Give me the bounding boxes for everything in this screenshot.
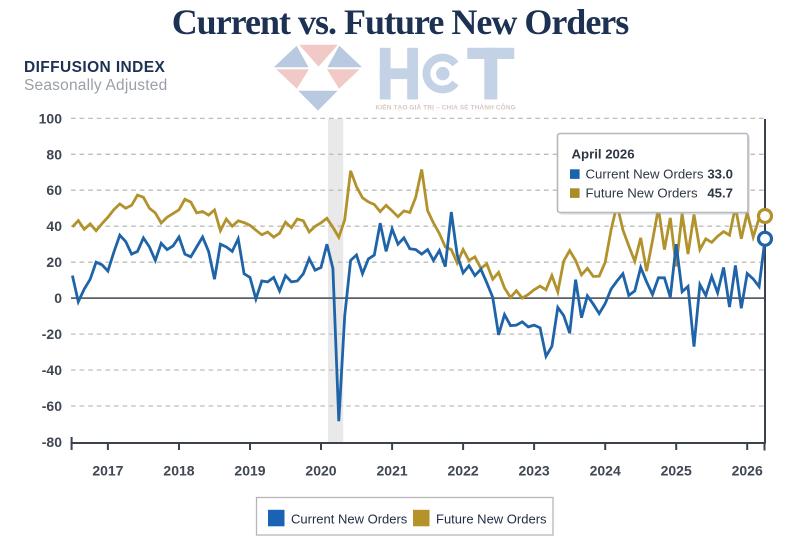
svg-text:Current New Orders: Current New Orders <box>586 167 704 182</box>
svg-text:KIẾN TẠO GIÁ TRỊ – CHIA SẺ THÀ: KIẾN TẠO GIÁ TRỊ – CHIA SẺ THÀNH CÔNG <box>376 102 516 112</box>
svg-text:0: 0 <box>54 290 62 306</box>
svg-text:Future New Orders: Future New Orders <box>436 512 547 527</box>
svg-text:2023: 2023 <box>519 463 550 479</box>
svg-text:60: 60 <box>46 182 62 198</box>
svg-text:-80: -80 <box>42 434 62 450</box>
svg-text:2018: 2018 <box>163 463 194 479</box>
svg-text:40: 40 <box>46 218 62 234</box>
svg-text:2025: 2025 <box>661 463 692 479</box>
svg-text:April 2026: April 2026 <box>572 147 635 162</box>
svg-text:100: 100 <box>39 110 63 126</box>
svg-text:2022: 2022 <box>448 463 479 479</box>
svg-text:2021: 2021 <box>377 463 408 479</box>
svg-text:45.7: 45.7 <box>707 186 733 201</box>
svg-text:-40: -40 <box>42 362 62 378</box>
svg-text:2024: 2024 <box>590 463 621 479</box>
svg-text:2017: 2017 <box>92 463 123 479</box>
svg-text:33.0: 33.0 <box>707 167 733 182</box>
svg-text:80: 80 <box>46 146 62 162</box>
svg-text:2019: 2019 <box>234 463 265 479</box>
svg-text:20: 20 <box>46 254 62 270</box>
svg-text:2020: 2020 <box>305 463 336 479</box>
svg-text:Future New Orders: Future New Orders <box>586 186 699 201</box>
svg-text:2026: 2026 <box>732 463 763 479</box>
svg-text:Current New Orders: Current New Orders <box>291 512 408 527</box>
svg-text:-20: -20 <box>42 326 62 342</box>
svg-text:-60: -60 <box>42 398 62 414</box>
